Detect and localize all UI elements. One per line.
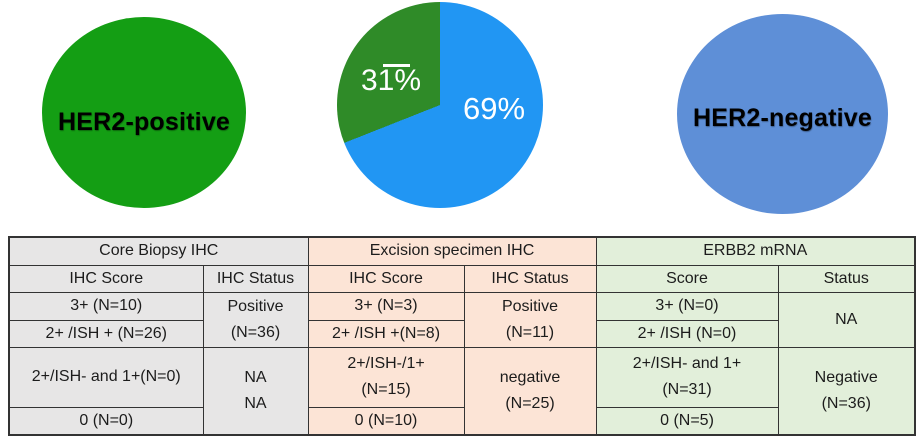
pie-green-slice-label: 31% <box>361 64 422 97</box>
pie-label-overline <box>383 64 410 67</box>
core-status-header: IHC Status <box>202 264 309 293</box>
erbb2-score-row3: 2+/ISH- and 1+ (N=31) <box>595 346 779 408</box>
erbb2-status-header: Status <box>777 264 916 293</box>
core-status-positive-line2: (N=36) <box>230 323 281 341</box>
erbb2-status-negative-cell: Negative (N=36) <box>777 346 916 436</box>
excision-status-negative-line2: (N=25) <box>505 394 555 412</box>
excision-status-positive-line2: (N=11) <box>505 323 555 341</box>
group-header-erbb2-mrna: ERBB2 mRNA <box>595 236 916 266</box>
excision-score-row4: 0 (N=10) <box>307 406 465 436</box>
group-header-excision-specimen-ihc: Excision specimen IHC <box>307 236 597 266</box>
excision-score-row2: 2+ /ISH +(N=8) <box>307 319 465 348</box>
excision-status-negative-cell: negative (N=25) <box>463 346 597 436</box>
her2-positive-label: HER2-positive <box>57 108 231 136</box>
core-status-positive-line1: Positive <box>227 297 284 315</box>
core-score-header: IHC Score <box>8 264 204 293</box>
core-score-row2: 2+ /ISH + (N=26) <box>8 319 204 348</box>
erbb2-score-row3-line1: 2+/ISH- and 1+ <box>632 355 742 372</box>
erbb2-score-header: Score <box>595 264 779 293</box>
excision-status-header: IHC Status <box>463 264 597 293</box>
core-score-row1: 3+ (N=10) <box>8 291 204 321</box>
core-status-positive-cell: Positive (N=36) <box>202 291 309 348</box>
her2-negative-circle: HER2-negative <box>677 14 888 214</box>
results-table: Core Biopsy IHC Excision specimen IHC ER… <box>8 236 916 436</box>
core-score-row4: 0 (N=0) <box>8 406 204 436</box>
pie-chart: 31% 69% <box>337 2 543 208</box>
erbb2-status-negative-line2: (N=36) <box>821 394 871 412</box>
excision-score-row1: 3+ (N=3) <box>307 291 465 321</box>
erbb2-status-na-cell: NA <box>777 291 916 348</box>
excision-score-header: IHC Score <box>307 264 465 293</box>
erbb2-score-row3-line2: (N=31) <box>662 381 712 398</box>
core-status-na-line1: NA <box>244 368 267 386</box>
core-status-na-cell: NA NA <box>202 346 309 436</box>
excision-status-positive-cell: Positive (N=11) <box>463 291 597 348</box>
excision-score-row3-line2: (N=15) <box>361 381 411 398</box>
excision-status-negative-line1: negative <box>499 368 561 386</box>
erbb2-score-row4: 0 (N=5) <box>595 406 779 436</box>
her2-negative-label: HER2-negative <box>692 103 873 132</box>
excision-score-row3: 2+/ISH-/1+ (N=15) <box>307 346 465 408</box>
core-status-na-line2: NA <box>244 394 267 412</box>
her2-positive-circle: HER2-positive <box>42 17 246 208</box>
erbb2-status-negative-line1: Negative <box>814 368 878 386</box>
erbb2-score-row2: 2+ /ISH (N=0) <box>595 319 779 348</box>
core-score-row3: 2+/ISH- and 1+(N=0) <box>8 346 204 408</box>
erbb2-score-row1: 3+ (N=0) <box>595 291 779 321</box>
excision-status-positive-line1: Positive <box>501 297 559 315</box>
group-header-core-biopsy-ihc: Core Biopsy IHC <box>8 236 309 266</box>
excision-score-row3-line1: 2+/ISH-/1+ <box>347 355 425 372</box>
pie-blue-slice-label: 69% <box>463 91 526 126</box>
